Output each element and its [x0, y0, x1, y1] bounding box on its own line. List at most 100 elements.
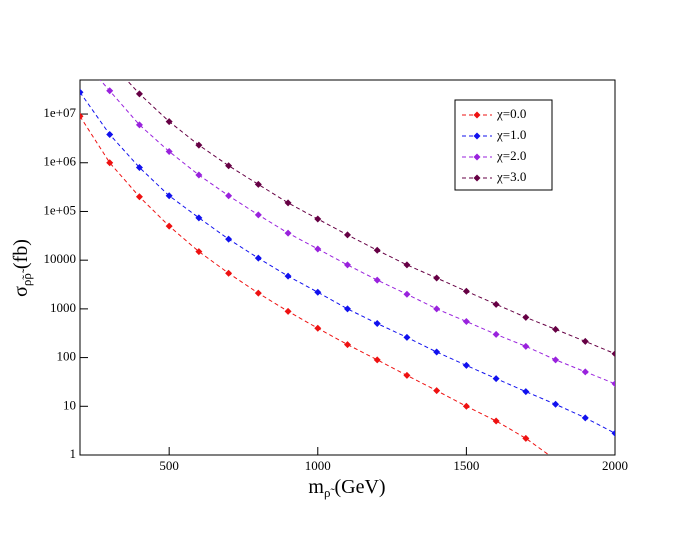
point [462, 287, 470, 295]
x-tick-label: 1500 [453, 458, 479, 473]
point [522, 342, 530, 350]
point [344, 341, 351, 349]
y-tick-label: 1e+06 [43, 154, 76, 169]
point [522, 313, 530, 321]
point [106, 159, 114, 167]
point [225, 235, 233, 243]
point [552, 356, 560, 364]
legend-marker [473, 174, 481, 182]
point [165, 148, 173, 156]
point [284, 307, 292, 315]
point [106, 131, 114, 139]
point [433, 305, 441, 313]
point [522, 434, 530, 442]
point [433, 274, 441, 282]
point [433, 387, 441, 395]
x-tick-label: 500 [159, 458, 179, 473]
point [344, 261, 351, 269]
point [284, 199, 292, 207]
point [314, 245, 322, 253]
point [403, 333, 411, 341]
legend-marker [473, 153, 481, 161]
point [492, 375, 500, 383]
point [581, 337, 589, 345]
point [462, 318, 470, 326]
point [611, 350, 615, 358]
y-tick-label: 100 [57, 349, 77, 364]
point [195, 248, 203, 256]
plot-area [77, 53, 615, 463]
point [552, 456, 559, 463]
legend-marker [473, 132, 481, 140]
point [611, 429, 615, 437]
x-axis-label: mρ̃ (GeV) [308, 476, 385, 500]
point [403, 371, 411, 379]
point [254, 211, 262, 219]
point [165, 222, 173, 230]
x-tick-label: 1000 [305, 458, 331, 473]
point [314, 324, 322, 332]
point [225, 162, 233, 170]
point [462, 361, 470, 369]
point [344, 231, 351, 239]
point [492, 330, 500, 338]
x-tick-label: 2000 [602, 458, 628, 473]
legend-label: χ=2.0 [496, 148, 526, 163]
point [225, 192, 233, 200]
point [165, 118, 173, 126]
legend-label: χ=1.0 [496, 127, 526, 142]
y-tick-label: 10000 [44, 251, 77, 266]
point [284, 272, 292, 280]
y-tick-label: 10 [63, 397, 76, 412]
point [492, 300, 500, 308]
legend-label: χ=3.0 [496, 169, 526, 184]
point [254, 254, 262, 262]
point [195, 214, 203, 222]
y-axis-label: σρ̃ρ̃(fb) [10, 239, 34, 297]
y-tick-label: 1e+05 [43, 202, 76, 217]
plot-frame [79, 79, 616, 456]
point [314, 215, 322, 223]
point [373, 276, 381, 284]
point [165, 192, 173, 200]
point [225, 269, 233, 277]
point [552, 400, 560, 408]
point [344, 305, 351, 313]
point [135, 121, 143, 129]
point [373, 356, 381, 364]
point [433, 348, 441, 356]
legend-marker [473, 111, 481, 119]
point [373, 320, 381, 328]
point [522, 388, 530, 396]
point [106, 58, 113, 65]
point [314, 288, 322, 296]
point [195, 141, 203, 149]
y-tick-label: 1e+07 [43, 105, 76, 120]
point [373, 246, 381, 254]
point [135, 193, 143, 201]
point [254, 180, 262, 188]
point [492, 417, 500, 425]
point [195, 171, 203, 179]
point [611, 380, 615, 388]
point [284, 229, 292, 237]
point [80, 88, 84, 96]
y-tick-label: 1000 [50, 300, 76, 315]
point [552, 325, 560, 333]
point [80, 112, 84, 120]
series-line [126, 80, 615, 355]
point [403, 290, 411, 298]
point [462, 402, 470, 410]
point [403, 261, 411, 269]
point [77, 53, 84, 60]
legend-label: χ=0.0 [496, 106, 526, 121]
point [581, 414, 589, 422]
point [106, 87, 114, 95]
point [135, 90, 143, 98]
point [135, 163, 143, 171]
y-tick-label: 1 [70, 446, 77, 461]
point [581, 368, 589, 376]
point [254, 289, 262, 297]
